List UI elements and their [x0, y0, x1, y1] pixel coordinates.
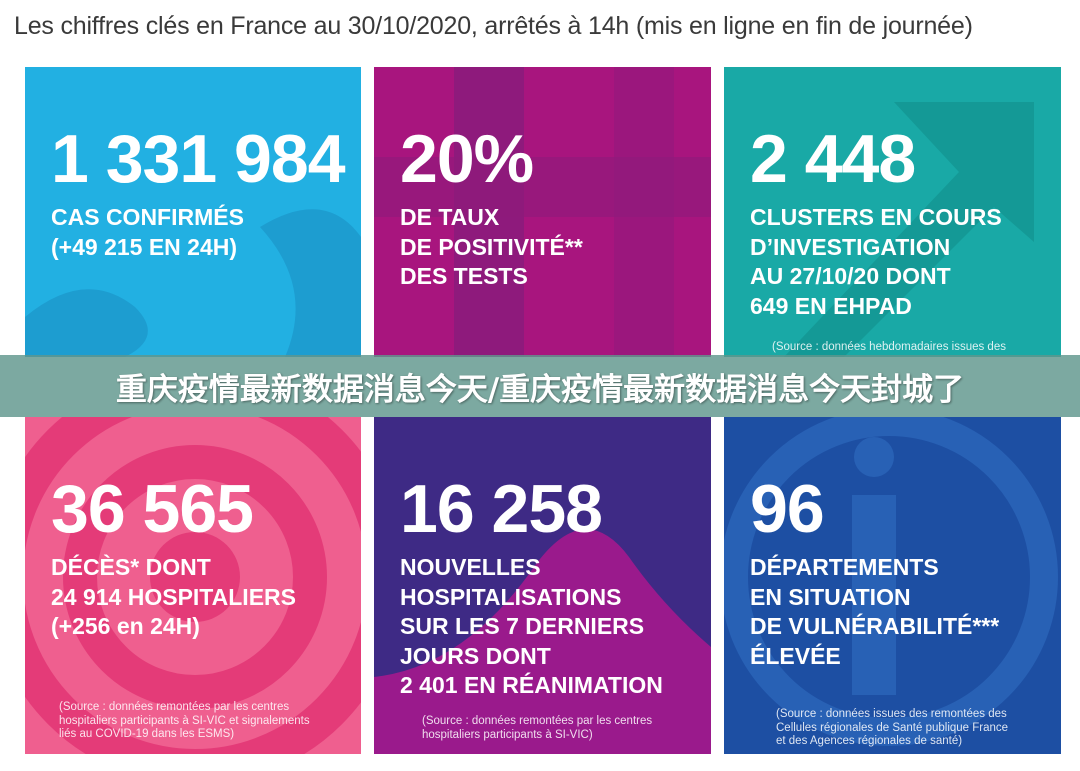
- deaths-value: 36 565: [51, 471, 254, 547]
- arrow-decoration: [784, 102, 1034, 357]
- clusters-label: CLUSTERS EN COURS D’INVESTIGATION AU 27/…: [750, 204, 1002, 319]
- headline-banner: 重庆疫情最新数据消息今天/重庆疫情最新数据消息今天封城了: [0, 355, 1080, 417]
- tile-deaths: 36 565 DÉCÈS* DONT 24 914 HOSPITALIERS (…: [25, 417, 361, 754]
- positivity-rate-label: DE TAUX DE POSITIVITÉ** DES TESTS: [400, 204, 583, 289]
- clusters-source: (Source : données hebdomadaires issues d…: [772, 341, 1006, 353]
- confirmed-cases-value: 1 331 984: [51, 121, 346, 197]
- info-bubble-decoration: [724, 417, 1058, 746]
- confirmed-cases-label: CAS CONFIRMÉS (+49 215 EN 24H): [51, 204, 244, 260]
- departments-value: 96: [750, 471, 825, 547]
- departments-source: (Source : données issues des remontées d…: [776, 708, 1009, 747]
- deaths-source: (Source : données remontées par les cent…: [59, 701, 310, 740]
- tile-confirmed-cases: 1 331 984 CAS CONFIRMÉS (+49 215 EN 24H): [25, 67, 361, 357]
- page-title: Les chiffres clés en France au 30/10/202…: [14, 12, 973, 40]
- plus-sign-decoration: [374, 67, 711, 357]
- hospitalisations-label: NOUVELLES HOSPITALISATIONS SUR LES 7 DER…: [400, 554, 663, 698]
- tile-clusters: 2 448 CLUSTERS EN COURS D’INVESTIGATION …: [724, 67, 1061, 357]
- target-circle-decoration: [25, 417, 361, 754]
- hospitalisations-value: 16 258: [400, 471, 603, 547]
- clusters-value: 2 448: [750, 121, 916, 197]
- digit-two-decoration: [25, 209, 361, 357]
- tile-positivity-rate: 20% DE TAUX DE POSITIVITÉ** DES TESTS: [374, 67, 711, 357]
- wave-decoration: [374, 529, 711, 754]
- hospitalisations-source: (Source : données remontées par les cent…: [422, 715, 653, 741]
- departments-label: DÉPARTEMENTS EN SITUATION DE VULNÉRABILI…: [750, 554, 1000, 669]
- headline-text: 重庆疫情最新数据消息今天/重庆疫情最新数据消息今天封城了: [115, 371, 965, 408]
- tile-hospitalisations: 16 258 NOUVELLES HOSPITALISATIONS SUR LE…: [374, 417, 711, 754]
- tile-departments: 96 DÉPARTEMENTS EN SITUATION DE VULNÉRAB…: [724, 417, 1061, 754]
- deaths-label: DÉCÈS* DONT 24 914 HOSPITALIERS (+256 en…: [51, 554, 296, 639]
- positivity-rate-value: 20%: [400, 121, 534, 197]
